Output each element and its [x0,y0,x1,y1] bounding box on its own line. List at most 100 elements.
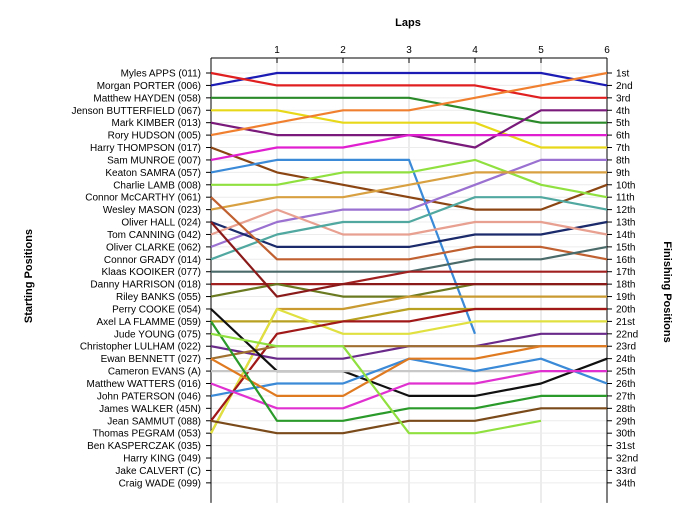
finishing-position-label: 2nd [616,81,633,92]
starting-position-label: Jude YOUNG (075) [114,329,201,340]
series-lines [210,71,608,435]
driver-position-line [210,196,608,261]
starting-position-label: Craig WADE (099) [119,478,201,489]
finishing-position-label: 10th [616,180,635,191]
driver-position-line [210,370,607,410]
starting-position-label: Harry THOMPSON (017) [90,143,201,154]
finishing-position-label: 4th [616,106,630,117]
finishing-position-label: 32nd [616,454,638,465]
driver-position-line [211,109,607,149]
finishing-position-label: 8th [616,155,630,166]
finishing-position-label: 25th [616,367,635,378]
driver-position-line [211,96,607,124]
finishing-position-label: 30th [616,429,635,440]
driver-position-line [210,158,477,335]
finishing-position-label: 17th [616,267,635,278]
starting-position-label: Charlie LAMB (008) [113,180,201,191]
y-axis-title-left: Starting Positions [23,229,35,323]
starting-position-label: Rory HUDSON (005) [108,131,201,142]
starting-position-label: Oliver HALL (024) [121,218,201,229]
axes: 1 2 3 4 5 6 [206,45,612,503]
starting-position-label: Connor GRADY (014) [104,255,201,266]
finishing-position-label: 13th [616,218,635,229]
x-tick-label: 6 [604,45,610,56]
starting-position-label: Matthew HAYDEN (058) [93,93,201,104]
finishing-position-label: 29th [616,416,635,427]
starting-position-label: Christopher LULHAM (022) [80,342,201,353]
starting-position-label: Morgan PORTER (006) [97,81,201,92]
starting-position-label: Jake CALVERT (C) [115,466,201,477]
x-tick-label: 2 [340,45,346,56]
finishing-position-label: 31st [616,441,635,452]
starting-position-label: Matthew WATTERS (016) [87,379,201,390]
driver-position-line [210,307,607,422]
driver-position-line [210,208,608,236]
chart-title: Laps [395,17,421,29]
starting-position-label: Ben KASPERCZAK (035) [87,441,201,452]
finishing-position-label: 28th [616,404,635,415]
starting-position-label: Jenson BUTTERFIELD (067) [72,106,202,117]
finishing-position-label: 27th [616,391,635,402]
x-tick-label: 5 [538,45,544,56]
starting-position-label: Riley BANKS (055) [116,292,201,303]
finishing-position-label: 21st [616,317,635,328]
driver-position-line [210,407,607,435]
starting-position-label: James WALKER (45N) [99,404,201,415]
finishing-position-label: 15th [616,242,635,253]
starting-position-label: Keaton SAMRA (057) [105,168,201,179]
finishing-position-label: 14th [616,230,635,241]
starting-position-label: Harry KING (049) [123,454,201,465]
starting-position-label: Myles APPS (011) [121,69,201,80]
starting-position-label: Connor McCARTHY (061) [85,193,201,204]
starting-position-label: Oliver CLARKE (062) [106,242,201,253]
driver-position-line [210,307,607,434]
finishing-position-label: 33rd [616,466,636,477]
finishing-position-label: 26th [616,379,635,390]
starting-position-label: Cameron EVANS (A) [108,367,201,378]
driver-position-line [210,134,607,161]
x-tick-label: 1 [274,45,280,56]
driver-position-line [210,158,607,248]
driver-position-line [210,345,607,397]
finishing-position-label: 34th [616,478,635,489]
finishing-position-label: 16th [616,255,635,266]
finishing-position-label: 18th [616,280,635,291]
finishing-position-label: 7th [616,143,630,154]
finishing-position-label: 22nd [616,329,638,340]
starting-position-label: Ewan BENNETT (027) [101,354,201,365]
starting-position-label: Jean SAMMUT (088) [107,416,201,427]
finishing-position-label: 24th [616,354,635,365]
finishing-position-label: 1st [616,69,630,80]
finishing-position-label: 9th [616,168,630,179]
x-tick-label: 3 [406,45,412,56]
driver-position-line [211,158,608,199]
driver-position-line [210,171,607,211]
driver-position-line [210,71,607,99]
position-labels: Myles APPS (011)Morgan PORTER (006)Matth… [72,69,639,490]
starting-position-label: Danny HARRISON (018) [90,280,201,291]
starting-position-label: Wesley MASON (023) [103,205,201,216]
driver-position-line [210,220,608,248]
finishing-position-label: 20th [616,304,635,315]
starting-position-label: Axel LA FLAMME (059) [97,317,201,328]
driver-position-line [210,320,607,422]
finishing-position-label: 11th [616,193,635,204]
finishing-position-label: 12th [616,205,635,216]
starting-position-label: Perry COOKE (054) [112,304,201,315]
finishing-position-label: 23rd [616,342,636,353]
starting-position-label: Mark KIMBER (013) [112,118,201,129]
finishing-position-label: 19th [616,292,635,303]
starting-position-label: Klaas KOOIKER (077) [102,267,201,278]
finishing-position-label: 5th [616,118,630,129]
x-tick-label: 4 [472,45,478,56]
finishing-position-label: 3rd [616,93,630,104]
starting-position-label: Tom CANNING (042) [107,230,201,241]
driver-position-line [210,146,608,211]
driver-position-line [210,71,608,137]
driver-position-line [210,221,607,298]
y-axis-title-right: Finishing Positions [661,241,673,342]
driver-position-line [210,332,542,435]
starting-position-label: Sam MUNROE (007) [107,155,201,166]
finishing-position-label: 6th [616,131,630,142]
